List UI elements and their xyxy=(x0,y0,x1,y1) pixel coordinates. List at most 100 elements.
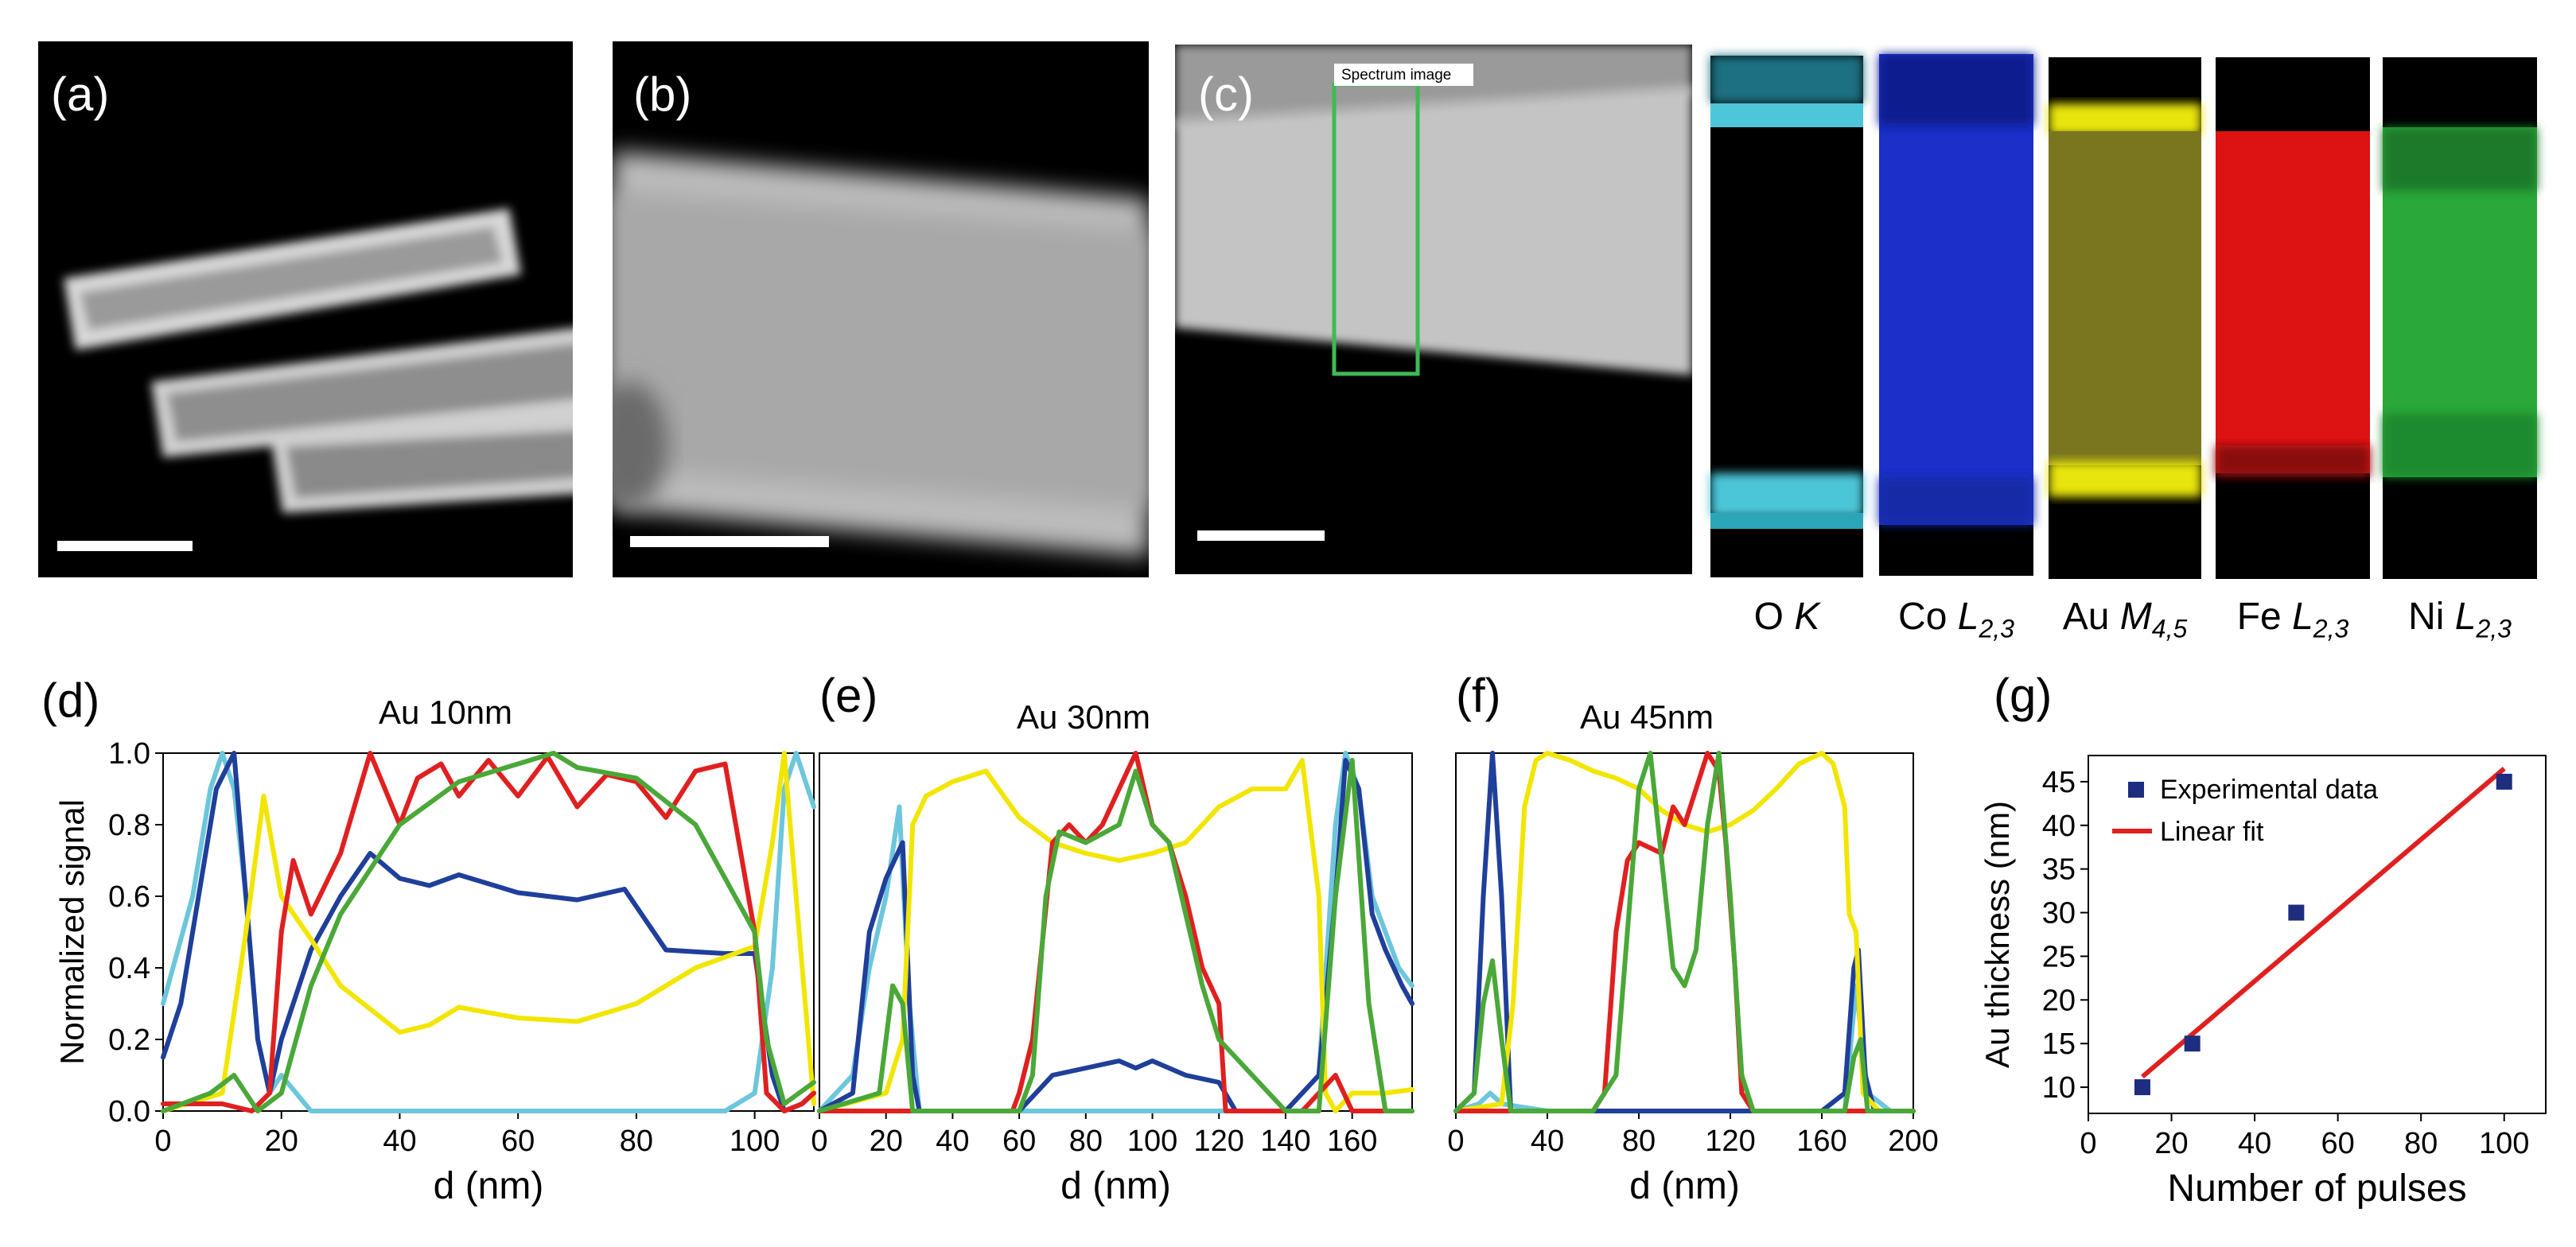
y-tick-label: 0.6 xyxy=(108,880,150,914)
y-tick-label: 0.8 xyxy=(108,809,150,842)
scale-bar-c xyxy=(1197,530,1325,541)
scale-bar-b xyxy=(630,536,829,547)
micrograph-a xyxy=(38,41,573,577)
x-tick-label: 80 xyxy=(620,1125,653,1158)
x-tick-label: 0 xyxy=(154,1125,171,1158)
y-tick-label: 35 xyxy=(2042,853,2076,887)
x-tick-label: 160 xyxy=(1327,1125,1377,1158)
chart-title: Au 30nm xyxy=(1017,698,1150,736)
map-Au xyxy=(2049,57,2201,579)
x-tick-label: 40 xyxy=(2238,1127,2271,1160)
scale-bar-a xyxy=(57,541,193,551)
chart-title: Au 45nm xyxy=(1580,698,1714,736)
x-tick-label: 160 xyxy=(1796,1125,1846,1158)
panel-label-e: (e) xyxy=(819,669,878,722)
series-line-Ni xyxy=(1453,751,1916,1113)
x-axis-label: d (nm) xyxy=(1629,1165,1740,1207)
y-axis-label: Normalized signal xyxy=(53,799,91,1065)
series-line-Fe xyxy=(817,751,1414,1113)
legend-label-data: Experimental data xyxy=(2160,775,2378,805)
x-tick-label: 80 xyxy=(2404,1127,2438,1160)
chart-3: 0 20 40 60 80 100 10 15 20 25 30 35 40 45 Number of pu… xyxy=(1979,755,2547,1210)
y-tick-label: 30 xyxy=(2042,897,2076,930)
chart-1: 0 20 40 60 80 100 120 140 160 d (nm) Au 30nm xyxy=(811,698,1414,1207)
x-tick-label: 20 xyxy=(265,1125,298,1158)
map-Fe xyxy=(2216,57,2370,579)
panel-label-b: (b) xyxy=(633,68,692,121)
map-label-Ni: Ni L2,3 xyxy=(2408,596,2512,643)
x-tick-label: 120 xyxy=(1705,1125,1755,1158)
series-line-Au xyxy=(817,758,1414,1113)
legend-label-fit: Linear fit xyxy=(2160,817,2264,847)
micrograph-row: Spectrum image xyxy=(38,41,2537,579)
x-axis-label: d (nm) xyxy=(434,1165,544,1207)
series-line-Ni xyxy=(817,758,1414,1113)
x-tick-label: 200 xyxy=(1888,1125,1938,1158)
x-tick-label: 60 xyxy=(2321,1127,2354,1160)
x-tick-label: 40 xyxy=(936,1125,969,1158)
map-O xyxy=(1710,56,1863,577)
series-line-Ni xyxy=(161,751,816,1113)
x-axis-label: d (nm) xyxy=(1060,1165,1171,1207)
chart-0: 0 20 40 60 80 100 0.0 0.2 0.4 0.6 0.8 1.0 d (nm) Norm… xyxy=(53,693,816,1207)
panel-label-f: (f) xyxy=(1456,669,1501,722)
map-label-Co: Co L2,3 xyxy=(1898,596,2014,643)
map-label-O: O K xyxy=(1753,596,1820,638)
micrograph-b xyxy=(613,41,1149,577)
x-tick-label: 100 xyxy=(730,1125,780,1158)
x-tick-label: 20 xyxy=(870,1125,903,1158)
panel-label-g: (g) xyxy=(1994,669,2053,722)
x-tick-label: 60 xyxy=(501,1125,535,1158)
data-point xyxy=(2134,1079,2150,1096)
spectrum-image-label: Spectrum image xyxy=(1341,67,1451,84)
y-tick-label: 0.2 xyxy=(108,1024,150,1057)
map-label-Fe: Fe L2,3 xyxy=(2236,596,2349,643)
x-tick-label: 40 xyxy=(383,1125,416,1158)
y-tick-label: 45 xyxy=(2042,766,2076,799)
series-line-Fe xyxy=(161,751,816,1113)
map-Co xyxy=(1879,54,2033,576)
map-Ni xyxy=(2383,57,2537,579)
x-axis-label: Number of pulses xyxy=(2167,1167,2466,1210)
y-tick-label: 25 xyxy=(2042,940,2076,973)
chart-title: Au 10nm xyxy=(379,693,512,731)
x-tick-label: 40 xyxy=(1531,1125,1564,1158)
panel-label-c: (c) xyxy=(1198,68,1254,121)
x-tick-label: 140 xyxy=(1260,1125,1310,1158)
x-tick-label: 100 xyxy=(2479,1127,2529,1160)
series-line-O xyxy=(817,751,1414,1113)
series-line-O xyxy=(161,751,816,1113)
chart-2: 0 40 80 120 160 200 d (nm) Au 45nm xyxy=(1447,698,1938,1207)
y-tick-label: 1.0 xyxy=(108,737,150,771)
plot-frame xyxy=(2088,755,2547,1114)
data-point xyxy=(2184,1035,2200,1052)
x-tick-label: 0 xyxy=(811,1125,827,1158)
y-tick-label: 0.0 xyxy=(108,1095,150,1129)
x-tick-label: 100 xyxy=(1127,1125,1177,1158)
x-tick-label: 20 xyxy=(2154,1127,2188,1160)
x-tick-label: 120 xyxy=(1194,1125,1244,1158)
y-tick-label: 15 xyxy=(2042,1028,2076,1061)
legend-marker-data xyxy=(2128,782,2144,798)
series-line-Au xyxy=(1453,751,1916,1113)
panel-label-a: (a) xyxy=(51,68,110,121)
map-label-Au: Au M4,5 xyxy=(2062,596,2188,643)
y-tick-label: 40 xyxy=(2042,810,2076,843)
series-line-Co xyxy=(1453,751,1916,1113)
fit-line xyxy=(2141,767,2506,1079)
micrograph-c: Spectrum image xyxy=(1175,45,1692,574)
y-tick-label: 20 xyxy=(2042,984,2076,1017)
x-tick-label: 80 xyxy=(1622,1125,1656,1158)
x-tick-label: 80 xyxy=(1069,1125,1103,1158)
y-tick-label: 0.4 xyxy=(108,952,150,985)
x-tick-label: 0 xyxy=(2080,1127,2096,1160)
y-tick-label: 10 xyxy=(2042,1071,2076,1105)
y-axis-label: Au thickness (nm) xyxy=(1979,801,2016,1068)
x-tick-label: 60 xyxy=(1002,1125,1036,1158)
series-line-Au xyxy=(161,751,816,1113)
x-tick-label: 0 xyxy=(1447,1125,1464,1158)
panel-label-d: (d) xyxy=(41,674,100,727)
data-point xyxy=(2496,773,2512,790)
data-point xyxy=(2288,904,2305,921)
